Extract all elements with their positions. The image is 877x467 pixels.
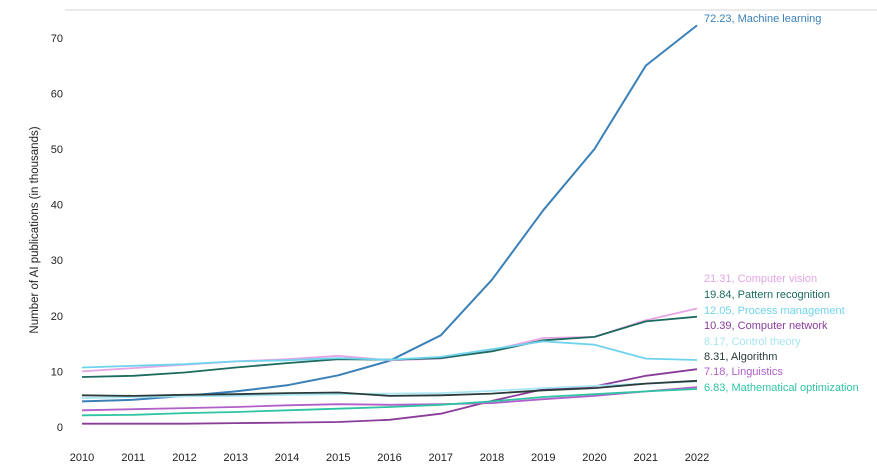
series-label-mathematical-optimization: 6.83, Mathematical optimization [704, 382, 859, 394]
x-tick-label: 2011 [121, 452, 145, 464]
y-tick-label: 50 [51, 144, 63, 156]
series-label-control-theory: 8.17, Control theory [704, 336, 801, 348]
x-tick-label: 2013 [224, 452, 248, 464]
series-label-algorithm: 8.31, Algorithm [704, 351, 777, 363]
series-line-algorithm [81, 379, 698, 397]
series-lines [81, 24, 698, 425]
series-label-computer-vision: 21.31, Computer vision [704, 273, 817, 285]
x-tick-label: 2019 [531, 452, 555, 464]
y-tick-label: 10 [51, 366, 63, 378]
y-tick-label: 0 [57, 422, 63, 434]
series-line-process-management [81, 340, 698, 369]
series-line-control-theory [81, 380, 698, 399]
series-line-linguistics [81, 386, 698, 412]
x-tick-label: 2020 [582, 452, 606, 464]
y-axis-label: Number of AI publications (in thousands) [29, 126, 41, 333]
series-label-linguistics: 7.18, Linguistics [704, 366, 783, 378]
x-tick-label: 2017 [429, 452, 453, 464]
y-tick-label: 40 [51, 200, 63, 212]
x-tick-labels: 2010 2011 2012 2013 2014 2015 2016 2017 2018 2019… [70, 452, 709, 464]
series-label-computer-network: 10.39, Computer network [704, 320, 828, 332]
x-tick-label: 2014 [275, 452, 299, 464]
y-tick-label: 20 [51, 311, 63, 323]
x-tick-label: 2018 [480, 452, 504, 464]
series-end-labels: 72.23, Machine learning 21.31, Computer v… [704, 13, 859, 394]
series-line-computer-vision [81, 307, 698, 373]
y-tick-label: 60 [51, 88, 63, 100]
series-label-pattern-recognition: 19.84, Pattern recognition [704, 289, 830, 301]
series-label-process-management: 12.05, Process management [704, 305, 845, 317]
y-tick-labels: 0 10 20 30 40 50 60 70 [51, 33, 63, 434]
y-tick-label: 30 [51, 255, 63, 267]
series-line-machine-learning [81, 24, 698, 403]
x-tick-label: 2015 [326, 452, 350, 464]
x-tick-label: 2022 [685, 452, 709, 464]
x-tick-label: 2021 [634, 452, 658, 464]
x-tick-label: 2012 [172, 452, 196, 464]
x-tick-label: 2010 [70, 452, 94, 464]
series-line-mathematical-optimization [81, 388, 698, 417]
series-label-machine-learning: 72.23, Machine learning [704, 13, 821, 25]
x-tick-label: 2016 [377, 452, 401, 464]
y-tick-label: 70 [51, 33, 63, 45]
